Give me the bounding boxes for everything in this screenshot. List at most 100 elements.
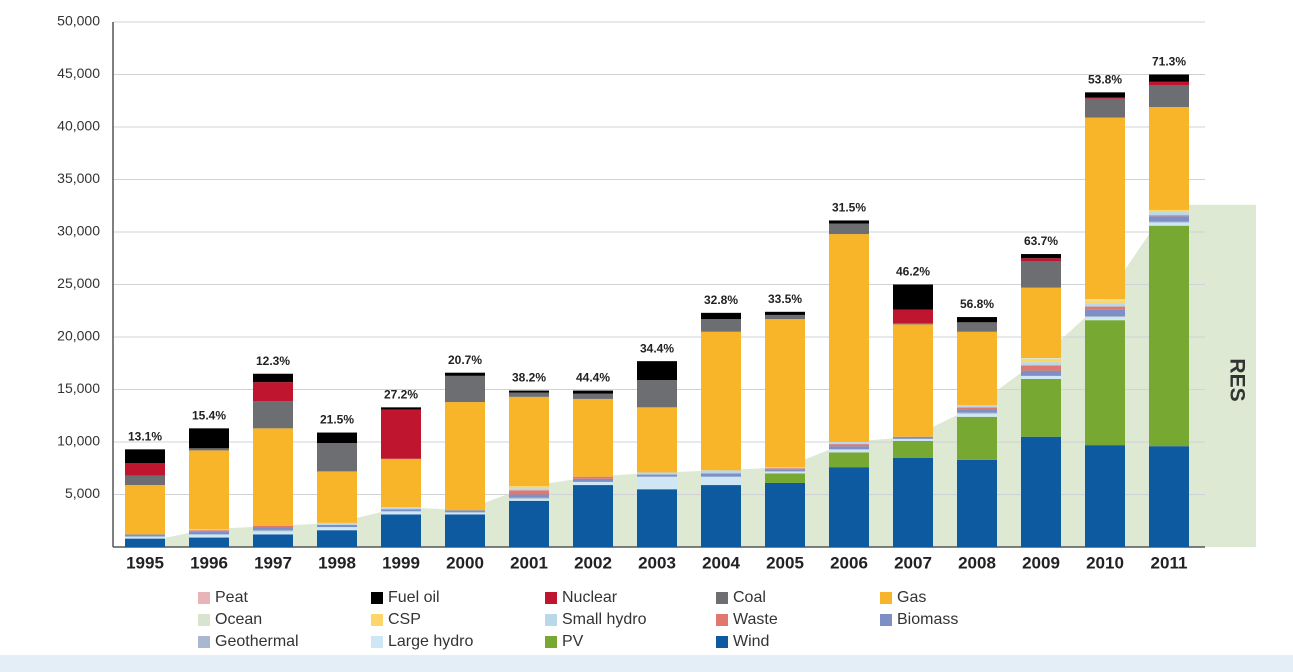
legend-swatch (880, 614, 892, 626)
bar-segment (1021, 358, 1061, 360)
bar-segment (509, 488, 549, 491)
bar-segment (957, 409, 997, 413)
x-tick-label: 2009 (1022, 553, 1060, 572)
bar-segment (253, 531, 293, 535)
legend-label: Wind (733, 633, 769, 650)
bar-segment (189, 530, 229, 532)
bar-segment (317, 432, 357, 444)
legend-swatch (545, 636, 557, 648)
y-tick-label: 20,000 (57, 328, 100, 344)
x-tick-label: 1998 (318, 553, 356, 572)
bar-segment (765, 473, 805, 483)
bar-segment (445, 375, 485, 403)
bar-segment (189, 448, 229, 451)
bar-segment (1149, 74, 1189, 82)
bar-layer (125, 74, 1189, 547)
y-tick-label: 10,000 (57, 433, 100, 449)
bar-segment (957, 407, 997, 410)
footer-band (0, 655, 1293, 672)
bar-segment (573, 398, 613, 477)
bar-segment (893, 457, 933, 547)
bar-segment (1021, 258, 1061, 262)
bar-segment (957, 416, 997, 460)
bar-segment (253, 527, 293, 531)
bar-segment (189, 534, 229, 538)
y-tick-label: 35,000 (57, 170, 100, 186)
bar-segment (701, 476, 741, 486)
res-share-label: 33.5% (768, 292, 802, 306)
bar-segment (957, 317, 997, 323)
bar-segment (445, 512, 485, 515)
bar-segment (317, 471, 357, 523)
bar-segment (253, 534, 293, 547)
legend-swatch (371, 636, 383, 648)
x-tick-label: 1997 (254, 553, 292, 572)
legend-swatch (545, 614, 557, 626)
bar-segment (317, 524, 357, 528)
bar-segment (1085, 97, 1125, 99)
bar-segment (1021, 254, 1061, 259)
bar-segment (829, 452, 869, 468)
bar-segment (637, 476, 677, 490)
bar-segment (1085, 98, 1125, 118)
res-share-label: 53.8% (1088, 73, 1122, 87)
legend-swatch (371, 592, 383, 604)
bar-segment (125, 534, 165, 537)
bar-segment (637, 380, 677, 408)
bar-segment (765, 319, 805, 468)
bar-segment (1149, 209, 1189, 213)
x-tick-label: 2010 (1086, 553, 1124, 572)
legend-label: Geothermal (215, 633, 299, 650)
bar-segment (189, 529, 229, 531)
x-tick-label: 2002 (574, 553, 612, 572)
legend-label: Gas (897, 589, 926, 606)
x-tick-label: 1996 (190, 553, 228, 572)
bar-segment (1085, 303, 1125, 307)
bar-segment (1149, 216, 1189, 222)
bar-segment (189, 537, 229, 547)
bar-segment (573, 390, 613, 394)
x-tick-label: 2008 (958, 553, 996, 572)
bar-segment (765, 314, 805, 320)
bar-segment (893, 438, 933, 441)
bar-segment (637, 472, 677, 475)
legend-label: Waste (733, 611, 778, 628)
bar-segment (317, 443, 357, 472)
y-tick-label: 45,000 (57, 65, 100, 81)
bar-segment (893, 284, 933, 310)
x-tick-label: 2001 (510, 553, 548, 572)
x-tick-label: 2005 (766, 553, 804, 572)
bar-segment (445, 402, 485, 511)
bar-segment (1021, 379, 1061, 437)
bar-segment (381, 511, 421, 515)
bar-segment (253, 382, 293, 402)
bar-segment (1021, 436, 1061, 547)
bar-segment (1085, 445, 1125, 547)
bar-segment (1149, 107, 1189, 210)
bar-segment (893, 309, 933, 324)
bar-segment (829, 223, 869, 235)
bar-segment (957, 459, 997, 547)
bar-segment (253, 373, 293, 383)
bar-segment (1085, 299, 1125, 301)
bar-segment (1021, 370, 1061, 376)
res-share-label: 32.8% (704, 293, 738, 307)
bar-segment (957, 331, 997, 406)
res-share-label: 31.5% (832, 201, 866, 215)
bar-segment (125, 463, 165, 476)
bar-segment (893, 436, 933, 439)
bar-segment (1149, 446, 1189, 547)
bar-segment (1149, 215, 1189, 217)
legend-label: Fuel oil (388, 589, 440, 606)
bar-segment (1085, 306, 1125, 310)
bar-segment (829, 449, 869, 453)
bar-segment (829, 446, 869, 450)
bar-segment (509, 396, 549, 487)
bar-segment (637, 361, 677, 381)
y-tick-label: 15,000 (57, 380, 100, 396)
bar-segment (573, 476, 613, 479)
bar-segment (445, 372, 485, 376)
bar-segment (893, 440, 933, 458)
bar-segment (765, 471, 805, 474)
